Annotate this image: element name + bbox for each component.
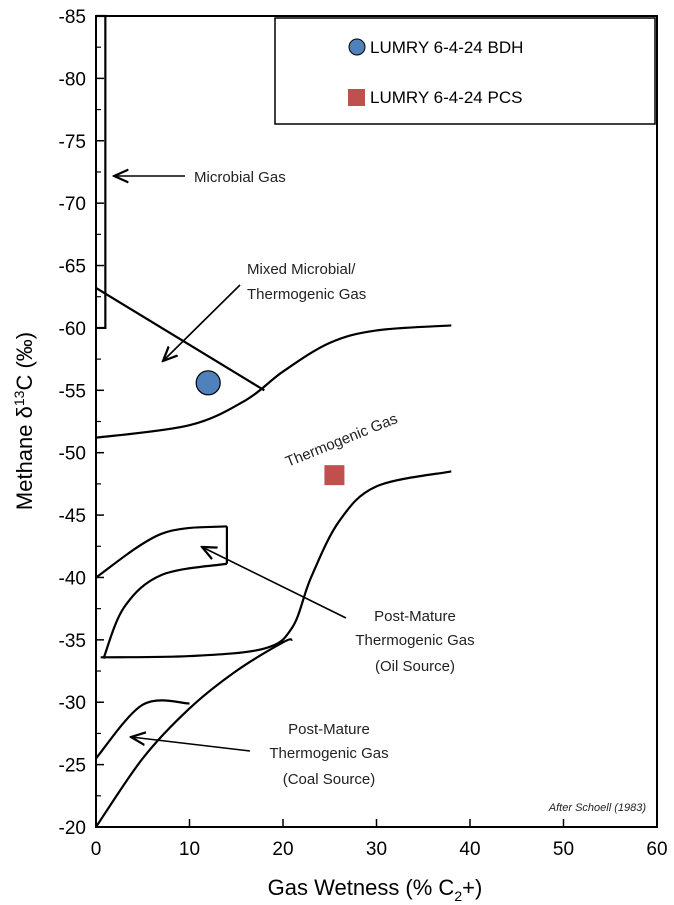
post-mature-oil-label-line-2: Thermogenic Gas <box>355 632 474 649</box>
x-axis-title-main: Gas Wetness (% C <box>268 875 455 900</box>
mixed-arrow <box>163 284 241 361</box>
post-mature-coal-lower-boundary <box>95 638 293 828</box>
thermogenic-gas-lower-boundary <box>95 324 452 439</box>
legend: LUMRY 6-4-24 BDH LUMRY 6-4-24 PCS <box>274 17 656 125</box>
data-points <box>195 370 345 486</box>
y-tick-label: -55 <box>59 381 86 402</box>
mixed-gas-boundary <box>95 287 265 392</box>
y-tick-label: -40 <box>59 568 86 589</box>
y-tick-label: -25 <box>59 756 86 777</box>
legend-box <box>274 17 656 125</box>
y-tick-label: -70 <box>59 194 86 215</box>
post-mature-coal-label-line-2: Thermogenic Gas <box>269 745 388 762</box>
x-axis-title: Gas Wetness (% C2+) <box>268 875 483 904</box>
post-mature-oil-lower-boundary <box>102 562 228 659</box>
x-axis-title-subscript: 2 <box>454 888 462 904</box>
data-point-bdh <box>195 370 221 396</box>
y-tick-label: -20 <box>59 818 86 839</box>
x-tick-label: 10 <box>179 839 200 860</box>
x-tick-label: 40 <box>459 839 480 860</box>
legend-label-pcs: LUMRY 6-4-24 PCS <box>370 88 522 107</box>
source-credit: After Schoell (1983) <box>548 802 647 814</box>
y-tick-label: -30 <box>59 693 86 714</box>
y-tick-label: -45 <box>59 506 86 527</box>
y-tick-label: -60 <box>59 319 86 340</box>
legend-label-bdh: LUMRY 6-4-24 BDH <box>370 38 523 57</box>
y-axis-title-main: Methane δ <box>12 406 37 510</box>
post-mature-oil-label-line-1: Post-Mature <box>374 608 456 625</box>
y-axis-title-tail: C (‰) <box>12 332 37 391</box>
y-tick-label: -80 <box>59 69 86 90</box>
y-tick-label: -75 <box>59 132 86 153</box>
x-tick-label: 50 <box>553 839 574 860</box>
legend-marker-bdh <box>348 38 366 56</box>
post-mature-oil-label-line-3: (Oil Source) <box>375 658 455 675</box>
y-axis-title: Methane δ13C (‰) <box>11 332 37 510</box>
post-mature-oil-upper-boundary <box>95 525 228 579</box>
mixed-gas-label-line-1: Mixed Microbial/ <box>247 261 356 278</box>
x-tick-label: 60 <box>646 839 667 860</box>
plot-area <box>95 15 658 828</box>
post-mature-coal-label-line-1: Post-Mature <box>288 721 370 738</box>
legend-marker-pcs <box>348 89 365 106</box>
x-axis-title-tail: +) <box>462 875 482 900</box>
field-boundaries <box>95 14 452 828</box>
x-tick-label: 20 <box>272 839 293 860</box>
y-tick-label: -35 <box>59 631 86 652</box>
y-tick-label: -65 <box>59 257 86 278</box>
x-tick-label: 30 <box>366 839 387 860</box>
post-mature-coal-label-line-3: (Coal Source) <box>283 771 376 788</box>
y-tick-label: -85 <box>59 7 86 28</box>
y-tick-label: -50 <box>59 444 86 465</box>
thermogenic-gas-base-boundary <box>100 470 452 659</box>
post-mature-coal-arrow <box>131 737 251 752</box>
post-mature-coal-upper-boundary <box>95 699 190 760</box>
microbial-gas-boundary <box>96 14 107 330</box>
x-tick-label: 0 <box>91 839 102 860</box>
x-axis: 0 10 20 30 40 50 60 <box>91 819 668 860</box>
y-axis-title-superscript: 13 <box>11 390 27 406</box>
post-mature-oil-arrow <box>202 547 347 619</box>
mixed-gas-label-line-2: Thermogenic Gas <box>247 286 366 303</box>
data-point-pcs <box>324 465 345 486</box>
microbial-gas-label: Microbial Gas <box>194 169 286 186</box>
